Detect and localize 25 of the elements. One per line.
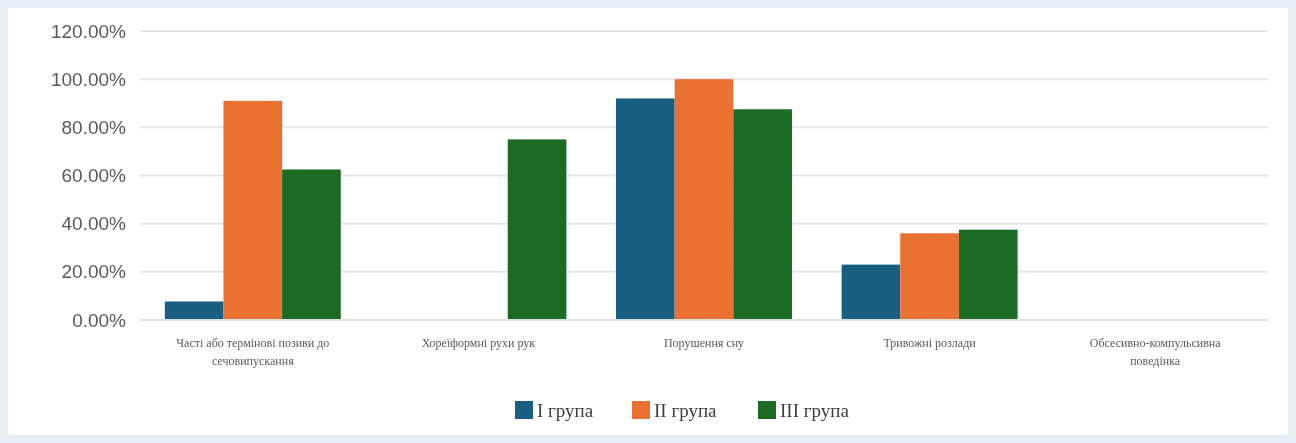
- x-tick-label: Часті або термінові позиви до сечовипускання: [176, 336, 330, 368]
- y-tick-label: 100.00%: [50, 68, 127, 90]
- x-tick-label: Обсесивно-компульсивна поведінка: [1089, 336, 1222, 368]
- bar: [733, 109, 792, 320]
- bar: [841, 264, 901, 320]
- x-tick-label: Тривожні розлади: [883, 336, 977, 350]
- bar: [900, 233, 959, 320]
- y-tick-label: 80.00%: [61, 116, 127, 138]
- y-tick-label: 0.00%: [72, 309, 127, 331]
- y-tick-label: 20.00%: [61, 261, 127, 283]
- bar: [164, 301, 224, 320]
- bar: [616, 98, 675, 320]
- x-tick-label: Порушення сну: [663, 336, 745, 350]
- bar: [282, 169, 341, 320]
- bar: [223, 100, 283, 320]
- legend-label: III група: [780, 399, 850, 421]
- bar: [507, 139, 567, 320]
- y-tick-label: 60.00%: [61, 165, 127, 187]
- bar: [958, 229, 1018, 320]
- x-tick-label: Хореїформні рухи рук: [421, 336, 536, 350]
- bar: [674, 79, 734, 320]
- y-tick-label: 40.00%: [61, 213, 127, 235]
- legend-label: II група: [654, 399, 718, 421]
- y-tick-label: 120.00%: [50, 20, 127, 42]
- legend-label: I група: [537, 399, 594, 421]
